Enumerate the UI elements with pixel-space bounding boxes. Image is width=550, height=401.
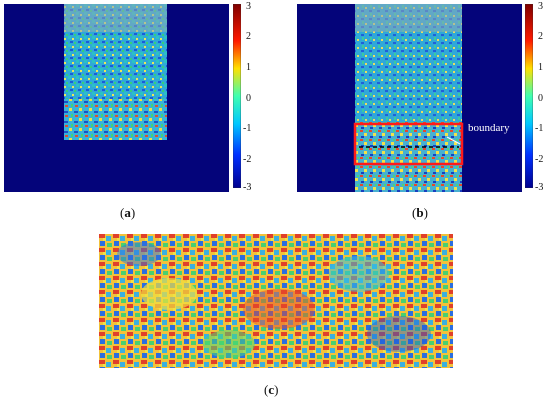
colorbar-b-tick: -2: [535, 154, 544, 165]
colorbar-b-tick: -1: [535, 123, 544, 134]
colorbar-a-tick: -3: [243, 182, 252, 193]
colorbar-b-tick: 2: [538, 31, 543, 42]
panel-b-image: [297, 4, 522, 192]
colorbar-a-tick: -1: [243, 123, 252, 134]
panel-a-image: [4, 4, 229, 192]
panel-c-image: [99, 234, 453, 368]
colorbar-a-tick: 0: [246, 93, 251, 104]
colorbar-a-tick: -2: [243, 154, 252, 165]
caption-a: (a): [120, 205, 136, 220]
colorbar-a-tick: 2: [246, 31, 251, 42]
colorbar-b-tick: -3: [535, 182, 544, 193]
colorbar-b-tick: 1: [538, 62, 543, 73]
boundary-annotation: boundary: [468, 122, 510, 134]
colorbar-a-tick: 3: [246, 1, 251, 12]
colorbar-a: [232, 3, 242, 189]
colorbar-b-tick: 0: [538, 93, 543, 104]
caption-b: (b): [412, 205, 428, 220]
caption-c: (c): [264, 382, 279, 397]
colorbar-b: [524, 3, 534, 189]
colorbar-a-tick: 1: [246, 62, 251, 73]
colorbar-b-tick: 3: [538, 1, 543, 12]
